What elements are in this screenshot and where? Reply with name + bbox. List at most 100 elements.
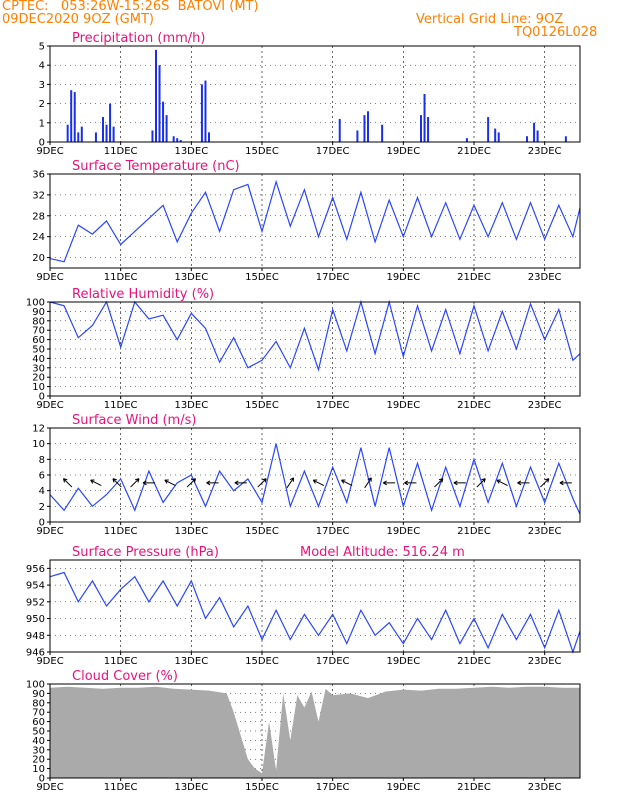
ytick-label: 20 bbox=[32, 755, 45, 766]
xtick-label: 9DEC bbox=[36, 526, 63, 537]
panel-title: Relative Humidity (%) bbox=[72, 287, 214, 302]
xtick-label: 21DEC bbox=[457, 400, 491, 411]
xtick-label: 13DEC bbox=[174, 782, 208, 793]
xtick-label: 15DEC bbox=[245, 782, 279, 793]
xtick-label: 21DEC bbox=[457, 656, 491, 667]
ytick-label: 4 bbox=[39, 486, 45, 497]
xtick-label: 19DEC bbox=[386, 400, 420, 411]
ytick-label: 8 bbox=[39, 455, 45, 466]
precip-bar bbox=[112, 126, 115, 142]
precip-bar bbox=[533, 122, 536, 142]
ytick-label: 10 bbox=[32, 382, 45, 393]
precip-bar bbox=[73, 92, 76, 142]
xtick-label: 17DEC bbox=[316, 526, 350, 537]
xtick-label: 13DEC bbox=[174, 272, 208, 283]
xtick-label: 17DEC bbox=[316, 272, 350, 283]
ytick-label: 956 bbox=[26, 564, 45, 575]
precip-bar bbox=[102, 117, 104, 142]
xtick-label: 23DEC bbox=[528, 272, 562, 283]
ytick-label: 10 bbox=[32, 439, 45, 450]
ytick-label: 2 bbox=[39, 99, 45, 110]
ytick-label: 950 bbox=[26, 614, 45, 625]
xtick-label: 19DEC bbox=[386, 656, 420, 667]
xtick-label: 13DEC bbox=[174, 146, 208, 157]
xtick-label: 15DEC bbox=[245, 146, 279, 157]
cloud-area bbox=[50, 686, 580, 778]
precip-bar bbox=[66, 124, 69, 142]
precip-bar bbox=[536, 130, 539, 142]
ytick-label: 954 bbox=[26, 581, 45, 592]
wind-arrow bbox=[234, 480, 247, 486]
wind-arrow bbox=[112, 478, 122, 488]
series-line bbox=[49, 443, 581, 515]
series-line bbox=[49, 179, 581, 263]
ytick-label: 30 bbox=[32, 363, 45, 374]
panel-4: 946 948 950 952 954 956 9DEC 11DEC 13DEC 15DEC 17D… bbox=[26, 545, 581, 667]
precip-bar bbox=[162, 101, 165, 142]
ytick-label: 948 bbox=[26, 631, 45, 642]
precip-bar bbox=[494, 128, 497, 142]
ytick-label: 946 bbox=[26, 648, 45, 659]
panel-1: 20 24 28 32 36 9DEC 11DEC 13DEC 15DEC 17DEC 19DEC 2… bbox=[32, 159, 581, 283]
xtick-label: 19DEC bbox=[386, 272, 420, 283]
xtick-label: 11DEC bbox=[104, 656, 138, 667]
precip-bar bbox=[109, 103, 112, 142]
ytick-label: 0 bbox=[39, 138, 45, 149]
precip-bar bbox=[105, 124, 108, 142]
xtick-label: 9DEC bbox=[36, 782, 63, 793]
xtick-label: 21DEC bbox=[457, 146, 491, 157]
xtick-label: 9DEC bbox=[36, 656, 63, 667]
wind-arrow bbox=[206, 480, 219, 486]
xtick-label: 19DEC bbox=[386, 782, 420, 793]
panel-frame bbox=[49, 45, 581, 143]
wind-arrow bbox=[286, 477, 295, 489]
ytick-label: 0 bbox=[39, 774, 45, 785]
ytick-label: 40 bbox=[32, 736, 45, 747]
panel-frame bbox=[49, 427, 581, 523]
xtick-label: 23DEC bbox=[528, 146, 562, 157]
panel-subtitle: Model Altitude: 516.24 m bbox=[300, 545, 465, 560]
ytick-label: 24 bbox=[32, 232, 45, 243]
ytick-label: 5 bbox=[39, 42, 45, 53]
ytick-label: 4 bbox=[39, 61, 45, 72]
ytick-label: 90 bbox=[32, 689, 45, 700]
wind-arrow bbox=[404, 480, 417, 486]
wind-arrow bbox=[559, 480, 572, 486]
wind-arrow bbox=[312, 479, 325, 486]
xtick-label: 15DEC bbox=[245, 526, 279, 537]
xtick-label: 23DEC bbox=[528, 782, 562, 793]
precip-bar bbox=[465, 138, 468, 142]
xtick-label: 19DEC bbox=[386, 146, 420, 157]
header-line2-left: 09DEC2020 9OZ (GMT) bbox=[2, 12, 154, 27]
wind-arrow bbox=[142, 480, 155, 486]
xtick-label: 17DEC bbox=[316, 656, 350, 667]
ytick-label: 12 bbox=[32, 424, 45, 435]
precip-bar bbox=[80, 126, 83, 142]
precip-bar bbox=[208, 132, 210, 142]
wind-arrow bbox=[257, 478, 267, 488]
ytick-label: 36 bbox=[32, 170, 45, 181]
wind-arrow bbox=[186, 478, 197, 488]
precip-bar bbox=[381, 124, 384, 142]
xtick-label: 15DEC bbox=[245, 272, 279, 283]
panel-title: Precipitation (mm/h) bbox=[72, 31, 205, 46]
precip-bar bbox=[423, 94, 426, 142]
xtick-label: 11DEC bbox=[104, 782, 138, 793]
panel-frame bbox=[49, 559, 581, 653]
ytick-label: 30 bbox=[32, 745, 45, 756]
ytick-label: 50 bbox=[32, 727, 45, 738]
panel-frame bbox=[49, 301, 581, 397]
precip-bar bbox=[179, 140, 182, 142]
xtick-label: 11DEC bbox=[104, 526, 138, 537]
precip-bar bbox=[155, 49, 157, 143]
wind-arrow bbox=[90, 479, 102, 486]
precip-bar bbox=[70, 90, 73, 142]
xtick-label: 21DEC bbox=[457, 782, 491, 793]
ytick-label: 6 bbox=[39, 471, 45, 482]
ytick-label: 952 bbox=[26, 597, 45, 608]
precip-bar bbox=[564, 136, 567, 142]
ytick-label: 100 bbox=[26, 298, 45, 309]
